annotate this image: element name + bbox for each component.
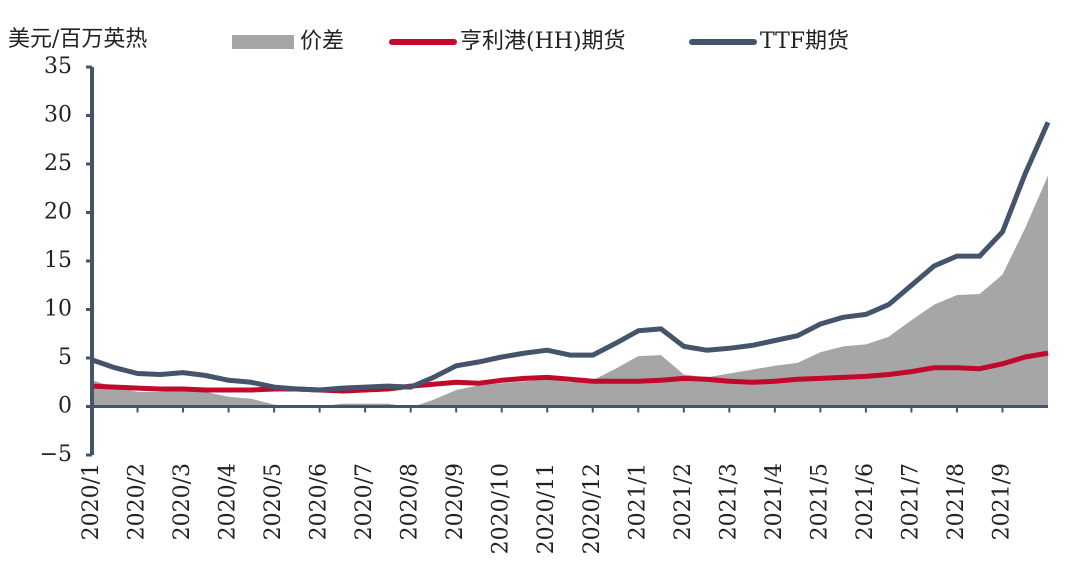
- x-tick-label: 2021/1: [625, 463, 650, 540]
- x-tick-label: 2021/2: [671, 463, 696, 540]
- x-tick-label: 2020/10: [489, 463, 514, 554]
- x-tick-label: 2020/6: [307, 463, 332, 540]
- x-tick-label: 2020/7: [352, 463, 377, 540]
- x-tick-label: 2020/11: [534, 463, 559, 554]
- y-tick-label: 30: [44, 103, 72, 128]
- x-tick-label: 2020/8: [398, 463, 423, 540]
- y-tick-label: 5: [58, 345, 72, 370]
- y-tick-label: 25: [44, 151, 72, 176]
- x-tick-label: 2021/6: [853, 463, 878, 540]
- legend-label: TTF期货: [760, 29, 849, 54]
- x-tick-label: 2020/1: [79, 463, 104, 540]
- x-tick-label: 2020/12: [580, 463, 605, 554]
- x-tick-label: 2021/3: [716, 463, 741, 540]
- legend-label: 价差: [300, 29, 344, 54]
- x-tick-label: 2020/4: [216, 463, 241, 540]
- x-tick-label: 2020/2: [125, 463, 150, 540]
- y-tick-label: 35: [44, 54, 72, 79]
- y-axis-label: 美元/百万英热: [8, 27, 147, 52]
- line: [91, 121, 1051, 393]
- line: [91, 350, 1049, 394]
- area: [92, 175, 1048, 408]
- x-tick-label: 2021/8: [944, 463, 969, 540]
- x-tick-label: 2021/4: [762, 463, 787, 540]
- x-tick-label: 2020/5: [261, 463, 286, 540]
- x-tick-label: 2020/3: [170, 463, 195, 540]
- y-tick-label: 0: [58, 394, 72, 419]
- y-tick-label: −5: [40, 442, 72, 467]
- y-tick-label: 15: [44, 248, 72, 273]
- legend-label: 亨利港(HH)期货: [460, 29, 626, 54]
- x-tick-label: 2021/5: [807, 463, 832, 540]
- y-tick-label: 10: [44, 297, 72, 322]
- x-tick-label: 2021/9: [989, 463, 1014, 540]
- x-tick-label: 2020/9: [443, 463, 468, 540]
- legend-swatch: [232, 35, 294, 49]
- y-tick-label: 20: [44, 200, 72, 225]
- x-tick-label: 2021/7: [898, 463, 923, 540]
